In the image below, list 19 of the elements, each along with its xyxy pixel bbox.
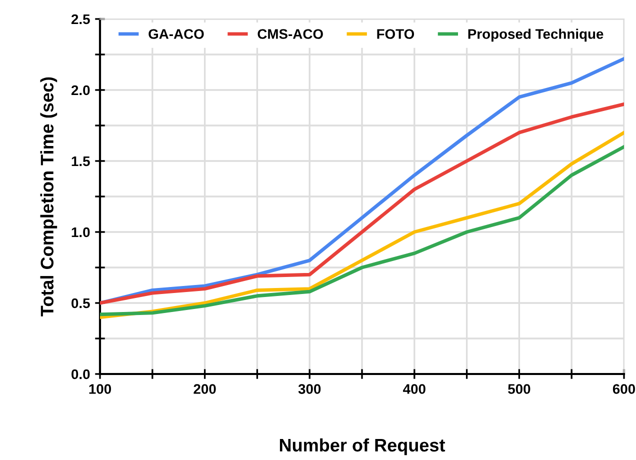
y-tick-label: 2.5 bbox=[71, 14, 90, 24]
y-tick-label: 2.0 bbox=[71, 85, 90, 96]
x-tick-label: 400 bbox=[403, 384, 426, 394]
y-axis-title: Total Completion Time (sec) bbox=[40, 77, 58, 316]
x-tick-label: 200 bbox=[194, 384, 216, 394]
x-tick-label: 600 bbox=[612, 384, 636, 394]
y-tick-label: 1.0 bbox=[72, 227, 90, 238]
x-tick-label: 500 bbox=[508, 384, 530, 394]
legend-label: Proposed Technique bbox=[468, 28, 604, 42]
legend-label: FOTO bbox=[377, 29, 414, 39]
x-tick-label: 300 bbox=[298, 384, 321, 394]
y-tick-label: 0.0 bbox=[72, 369, 90, 380]
y-tick-label: 0.5 bbox=[72, 298, 90, 308]
x-tick-label: 100 bbox=[89, 384, 112, 394]
legend-label: CMS-ACO bbox=[258, 29, 323, 39]
legend-label: GA-ACO bbox=[148, 29, 204, 39]
x-axis-title: Number of Request bbox=[280, 438, 446, 456]
y-tick-label: 1.5 bbox=[72, 156, 90, 166]
line-series bbox=[100, 102, 624, 305]
